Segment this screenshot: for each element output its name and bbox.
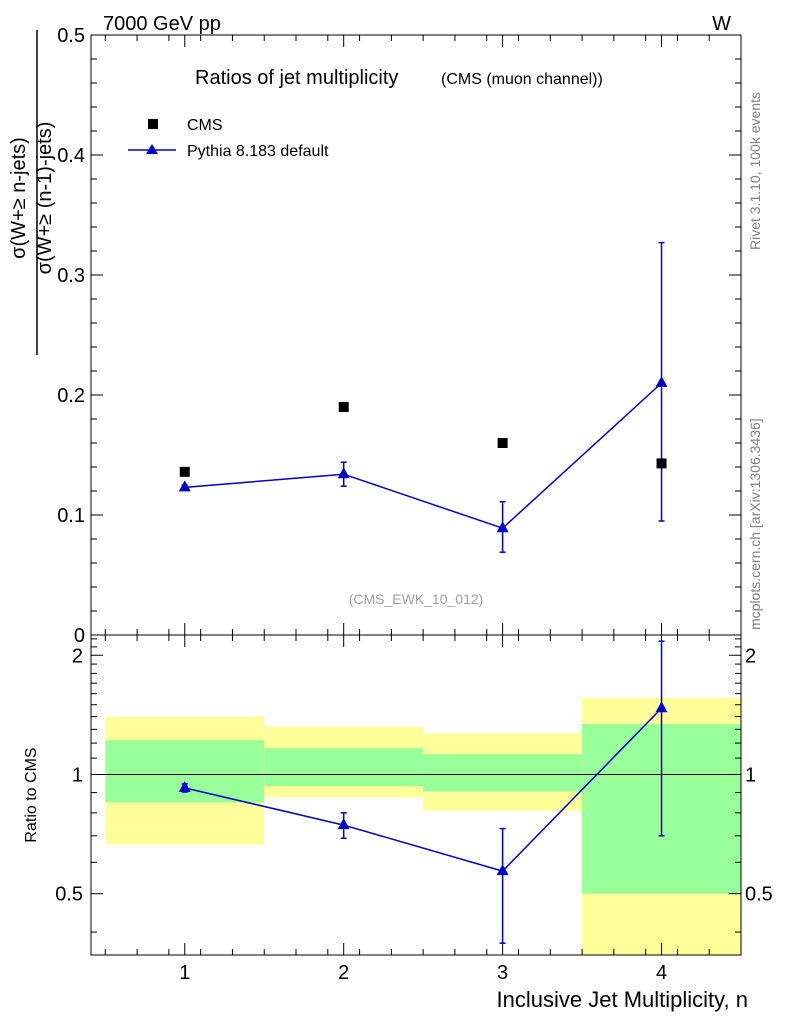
pythia-ratio-point xyxy=(496,864,509,876)
analysis-watermark: (CMS_EWK_10_012) xyxy=(349,591,484,607)
cms-point xyxy=(179,466,190,477)
header-left: 7000 GeV pp xyxy=(103,13,221,35)
legend-pythia-marker xyxy=(146,144,158,154)
pythia-ratio-point xyxy=(337,818,350,830)
pythia-point xyxy=(178,480,191,492)
legend-cms-marker xyxy=(148,119,158,129)
cms-point xyxy=(338,402,349,412)
mcplots-label: mcplots.cern.ch [arXiv:1306.3436] xyxy=(747,418,763,630)
x-axis-label: Inclusive Jet Multiplicity, n xyxy=(497,987,748,1012)
main-ytick-label: 0.1 xyxy=(57,505,85,527)
x-tick-label: 3 xyxy=(497,962,508,984)
pythia-point xyxy=(337,467,350,479)
ratio-ytick-label-right: 2 xyxy=(745,645,756,667)
cms-point xyxy=(656,458,667,469)
legend-pythia-label: Pythia 8.183 default xyxy=(187,143,329,160)
rivet-label: Rivet 3.1.10, 100k events xyxy=(747,92,763,250)
pythia-ratio-point xyxy=(655,701,668,713)
main-subtitle: (CMS (muon channel)) xyxy=(441,71,603,88)
pythia-ratio-point xyxy=(178,780,191,792)
ratio-ytick-label: 0.5 xyxy=(55,884,83,906)
ratio-panel: 0.5 0.5 1 1 2 2 1 2 3 4 xyxy=(55,634,773,984)
legend-cms-label: CMS xyxy=(187,117,223,134)
main-ytick-label: 0 xyxy=(74,625,85,647)
ratio-frame xyxy=(90,634,742,956)
ratio-ylabel: Ratio to CMS xyxy=(23,747,40,842)
main-ylabel-denominator: σ(W+≥ (n-1)-jets) xyxy=(34,122,56,275)
pythia-ratio-line xyxy=(184,707,663,872)
pythia-line xyxy=(184,382,663,530)
x-tick-label: 2 xyxy=(338,962,349,984)
uncertainty-band-inner xyxy=(105,740,265,803)
header-right: W xyxy=(712,13,731,35)
ratio-ytick-label: 2 xyxy=(72,645,83,667)
main-ytick-label: 0.2 xyxy=(57,385,85,407)
x-tick-label: 4 xyxy=(656,962,667,984)
main-title: Ratios of jet multiplicity xyxy=(195,67,398,89)
pythia-point xyxy=(655,376,668,387)
main-panel: 0 0.1 0.2 0.3 0.4 0.5 xyxy=(57,25,742,647)
ratio-ytick-label: 1 xyxy=(72,764,83,786)
main-ytick-label: 0.5 xyxy=(57,25,85,47)
main-ytick-label: 0.4 xyxy=(57,145,85,167)
main-ylabel-numerator: σ(W+≥ n-jets) xyxy=(8,137,30,259)
pythia-point xyxy=(496,521,509,533)
x-tick-label: 1 xyxy=(179,962,190,984)
uncertainty-band-inner xyxy=(423,754,583,792)
cms-point xyxy=(497,438,508,448)
uncertainty-band-inner xyxy=(264,748,424,787)
ratio-ytick-label-right: 0.5 xyxy=(745,884,773,906)
main-ytick-label: 0.3 xyxy=(57,265,85,287)
ratio-ytick-label-right: 1 xyxy=(745,764,756,786)
